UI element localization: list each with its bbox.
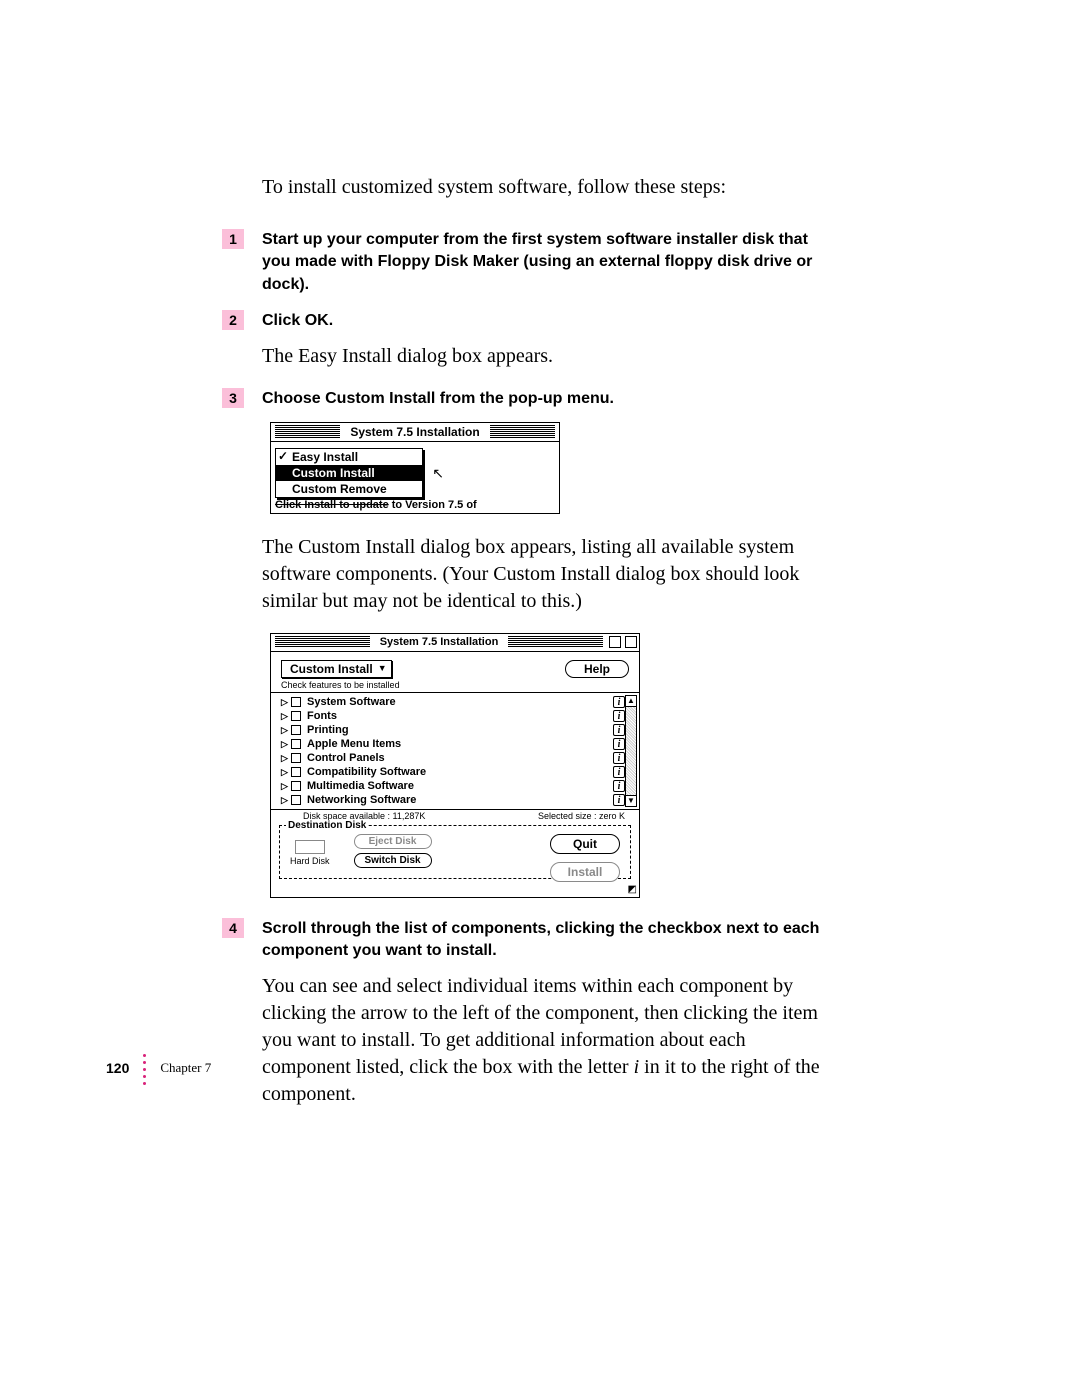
disclosure-triangle-icon[interactable]: ▷ <box>281 709 289 723</box>
feature-scrollbar[interactable]: ▲ ▼ <box>625 695 637 807</box>
step-3-body: The Custom Install dialog box appears, l… <box>262 534 822 615</box>
feature-networking-software[interactable]: ▷Networking Softwarei <box>271 793 639 807</box>
info-icon[interactable]: i <box>613 752 625 764</box>
feature-fonts[interactable]: ▷Fontsi <box>271 709 639 723</box>
check-features-label: Check features to be installed <box>271 680 639 692</box>
scroll-down-icon[interactable]: ▼ <box>625 795 637 807</box>
info-icon[interactable]: i <box>613 724 625 736</box>
info-icon[interactable]: i <box>613 780 625 792</box>
popup-menu-dialog: System 7.5 Installation Easy Install Cus… <box>270 422 560 514</box>
titlebar-stripes <box>508 636 603 648</box>
destination-legend: Destination Disk <box>286 820 368 831</box>
step-4-num: 4 <box>222 918 244 938</box>
menu-custom-remove[interactable]: Custom Remove <box>276 481 422 497</box>
scroll-track[interactable] <box>625 707 637 795</box>
chapter-label: Chapter 7 <box>160 1054 211 1076</box>
install-mode-select[interactable]: Custom Install <box>281 660 392 678</box>
info-icon[interactable]: i <box>613 794 625 806</box>
cursor-icon: ↖ <box>432 465 444 482</box>
page-number: 120 <box>106 1054 129 1076</box>
feature-control-panels[interactable]: ▷Control Panelsi <box>271 751 639 765</box>
collapse-box-icon[interactable] <box>625 636 637 648</box>
feature-checkbox[interactable] <box>291 711 301 721</box>
step-4-body: You can see and select individual items … <box>262 973 822 1108</box>
switch-disk-button[interactable]: Switch Disk <box>354 853 432 868</box>
popup-title: System 7.5 Installation <box>344 425 485 439</box>
step-4: 4 Scroll through the list of components,… <box>262 918 822 1108</box>
custom-titlebar: System 7.5 Installation <box>271 634 639 652</box>
titlebar-stripes <box>275 636 370 648</box>
disclosure-triangle-icon[interactable]: ▷ <box>281 751 289 765</box>
step-3-num: 3 <box>222 388 244 408</box>
feature-list: ▷System Softwarei ▷Fontsi ▷Printingi ▷Ap… <box>271 692 639 810</box>
step-2-body: The Easy Install dialog box appears. <box>262 343 822 370</box>
step-2-num: 2 <box>222 310 244 330</box>
eject-disk-button[interactable]: Eject Disk <box>354 834 432 849</box>
disclosure-triangle-icon[interactable]: ▷ <box>281 779 289 793</box>
install-button[interactable]: Install <box>550 862 620 882</box>
help-button[interactable]: Help <box>565 660 629 678</box>
feature-checkbox[interactable] <box>291 781 301 791</box>
zoom-box-icon[interactable] <box>609 636 621 648</box>
feature-checkbox[interactable] <box>291 697 301 707</box>
hard-disk-icon <box>295 840 325 854</box>
quit-button[interactable]: Quit <box>550 834 620 854</box>
install-mode-menu[interactable]: Easy Install Custom Install Custom Remov… <box>275 448 423 498</box>
disclosure-triangle-icon[interactable]: ▷ <box>281 737 289 751</box>
step-2: 2 Click OK. The Easy Install dialog box … <box>262 310 822 369</box>
feature-system-software[interactable]: ▷System Softwarei <box>271 695 639 709</box>
step-3-text: Choose Custom Install from the pop-up me… <box>262 388 822 410</box>
info-icon[interactable]: i <box>613 766 625 778</box>
step-1-text: Start up your computer from the first sy… <box>262 229 822 296</box>
feature-apple-menu-items[interactable]: ▷Apple Menu Itemsi <box>271 737 639 751</box>
step-1: 1 Start up your computer from the first … <box>262 229 822 296</box>
feature-checkbox[interactable] <box>291 725 301 735</box>
destination-disk-frame: Destination Disk Hard Disk Eject Disk Sw… <box>279 825 631 879</box>
info-icon[interactable]: i <box>613 738 625 750</box>
footer-dots-icon <box>143 1054 146 1085</box>
selected-size-label: Selected size : zero K <box>538 811 625 821</box>
disclosure-triangle-icon[interactable]: ▷ <box>281 765 289 779</box>
page-footer: 120 Chapter 7 <box>106 1054 211 1085</box>
feature-multimedia-software[interactable]: ▷Multimedia Softwarei <box>271 779 639 793</box>
info-icon[interactable]: i <box>613 710 625 722</box>
scroll-up-icon[interactable]: ▲ <box>625 695 637 707</box>
info-icon[interactable]: i <box>613 696 625 708</box>
step-1-num: 1 <box>222 229 244 249</box>
feature-checkbox[interactable] <box>291 739 301 749</box>
disclosure-triangle-icon[interactable]: ▷ <box>281 695 289 709</box>
feature-compatibility-software[interactable]: ▷Compatibility Softwarei <box>271 765 639 779</box>
disclosure-triangle-icon[interactable]: ▷ <box>281 723 289 737</box>
disk-name-label: Hard Disk <box>290 856 330 866</box>
feature-checkbox[interactable] <box>291 753 301 763</box>
step-4-text: Scroll through the list of components, c… <box>262 918 822 963</box>
step-2-text: Click OK. <box>262 310 822 332</box>
custom-title: System 7.5 Installation <box>374 636 505 648</box>
custom-install-dialog: System 7.5 Installation Custom Install H… <box>270 633 640 898</box>
step-3: 3 Choose Custom Install from the pop-up … <box>262 388 822 898</box>
feature-printing[interactable]: ▷Printingi <box>271 723 639 737</box>
feature-checkbox[interactable] <box>291 767 301 777</box>
popup-caption: Click Install to update to Version 7.5 o… <box>275 499 555 511</box>
intro-text: To install customized system software, f… <box>262 174 822 201</box>
titlebar-stripes <box>490 425 555 439</box>
menu-custom-install[interactable]: Custom Install <box>276 465 422 481</box>
menu-easy-install[interactable]: Easy Install <box>276 449 422 465</box>
feature-checkbox[interactable] <box>291 795 301 805</box>
popup-titlebar: System 7.5 Installation <box>270 422 560 442</box>
titlebar-stripes <box>275 425 340 439</box>
disclosure-triangle-icon[interactable]: ▷ <box>281 793 289 807</box>
